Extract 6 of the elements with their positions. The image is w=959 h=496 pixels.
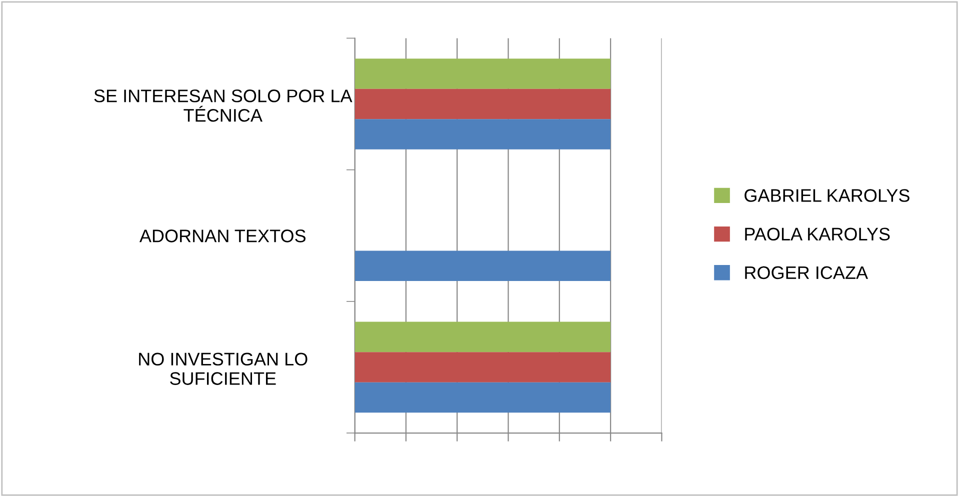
legend-label: ROGER ICAZA xyxy=(745,266,868,280)
legend-label: PAOLA KAROLYS xyxy=(745,228,890,240)
legend-label: GABRIEL KAROLYS xyxy=(744,189,910,202)
y-tick-label: SE INTERESAN SOLO POR LA TÉCNICA xyxy=(94,90,352,122)
y-tick-label: NO INVESTIGAN LO SUFICIENTE xyxy=(139,352,308,385)
y-tick-label: ADORNAN TEXTOS xyxy=(139,230,306,242)
